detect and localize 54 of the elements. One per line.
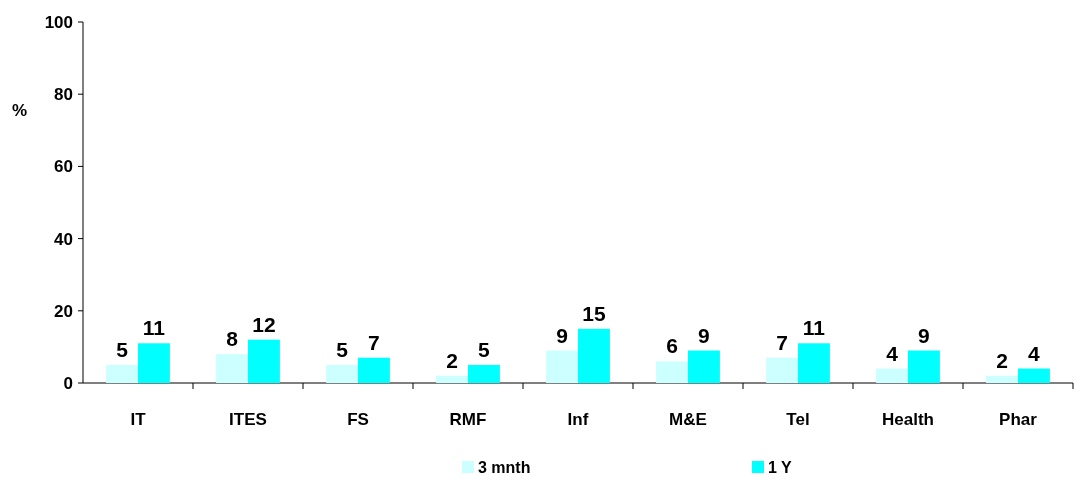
bar xyxy=(468,364,500,383)
data-label: 15 xyxy=(582,301,606,325)
bar xyxy=(248,339,280,383)
data-label: 5 xyxy=(116,337,129,361)
data-label: 6 xyxy=(666,334,678,358)
bar xyxy=(546,350,578,383)
y-tick-label: 20 xyxy=(54,301,73,321)
bar xyxy=(216,354,248,383)
x-tick-label: ITES xyxy=(229,410,267,429)
x-tick-label: RMF xyxy=(449,410,487,429)
legend-label: 3 mnth xyxy=(478,459,531,476)
bar xyxy=(138,343,170,383)
y-tick-label: 100 xyxy=(44,12,73,32)
y-axis-title: % xyxy=(12,101,28,121)
bar xyxy=(358,357,390,383)
x-tick-label: Inf xyxy=(567,410,589,429)
y-tick-label: 0 xyxy=(63,373,73,393)
x-tick-label: IT xyxy=(130,410,147,429)
bar xyxy=(326,364,358,383)
bar xyxy=(436,375,468,383)
data-label: 5 xyxy=(478,337,491,361)
bar xyxy=(798,343,830,383)
data-label: 11 xyxy=(142,316,166,340)
x-tick-label: M&E xyxy=(669,410,707,429)
data-label: 9 xyxy=(556,323,568,347)
x-tick-label: Tel xyxy=(786,410,810,429)
data-label: 4 xyxy=(886,341,899,365)
bar xyxy=(766,357,798,383)
x-tick-label: Phar xyxy=(999,410,1038,429)
bar xyxy=(578,328,610,383)
data-label: 5 xyxy=(336,337,349,361)
data-label: 8 xyxy=(226,327,239,351)
y-tick-label: 60 xyxy=(54,157,73,177)
data-label: 2 xyxy=(996,348,1008,372)
data-label: 11 xyxy=(802,316,826,340)
legend-label: 1 Y xyxy=(768,459,793,476)
x-tick-label: FS xyxy=(347,410,369,429)
data-label: 2 xyxy=(446,348,458,372)
data-label: 9 xyxy=(698,323,710,347)
bar xyxy=(986,375,1018,383)
x-tick-label: Health xyxy=(882,410,934,429)
y-tick-label: 40 xyxy=(54,229,73,249)
bar xyxy=(656,361,688,383)
bar xyxy=(1018,368,1050,383)
bar xyxy=(688,350,720,383)
data-label: 12 xyxy=(252,312,276,336)
bar xyxy=(876,368,908,383)
data-label: 7 xyxy=(368,330,380,354)
bar xyxy=(908,350,940,383)
data-label: 9 xyxy=(918,323,930,347)
bar xyxy=(106,364,138,383)
data-label: 4 xyxy=(1028,341,1041,365)
data-label: 7 xyxy=(776,330,788,354)
y-tick-label: 80 xyxy=(54,85,73,105)
